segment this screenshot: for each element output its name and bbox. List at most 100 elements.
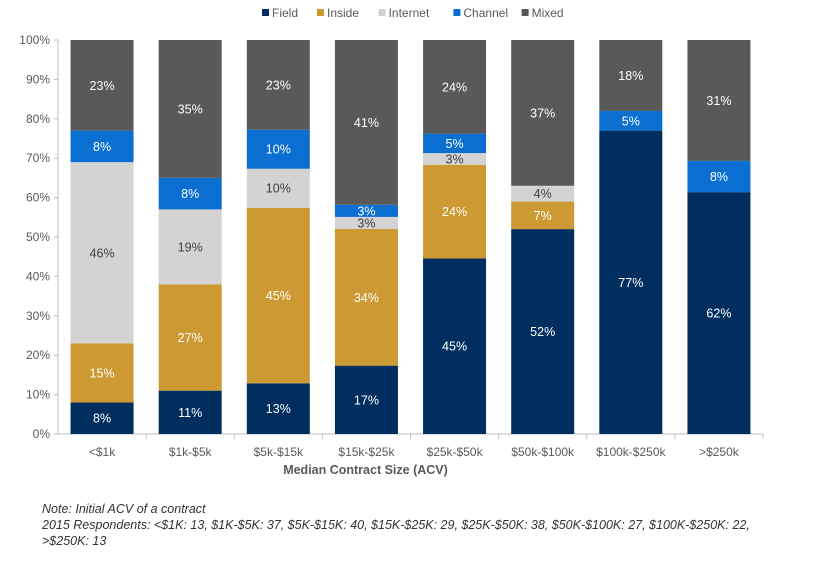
x-tick-label: $100k-$250k: [596, 445, 666, 459]
data-label: 7%: [534, 209, 552, 223]
note-respondents-cont: >$250K: 13: [42, 534, 107, 548]
legend-swatch-field: [262, 9, 269, 16]
data-label: 77%: [618, 276, 643, 290]
legend-label-field: Field: [272, 6, 298, 20]
data-label: 52%: [530, 325, 555, 339]
data-label: 45%: [266, 289, 291, 303]
note-respondents: 2015 Respondents: <$1K: 13, $1K-$5K: 37,…: [42, 518, 750, 532]
bar-segment-internet: [70, 162, 134, 344]
bar-segment-field: [511, 229, 575, 434]
data-label: 34%: [354, 291, 379, 305]
data-label: 3%: [357, 216, 375, 230]
bar-segment-inside: [158, 284, 222, 391]
data-label: 8%: [181, 187, 199, 201]
x-tick-label: <$1k: [89, 445, 116, 459]
data-label: 18%: [618, 69, 643, 83]
data-label: 10%: [266, 143, 291, 157]
x-tick-label: $1k-$5k: [169, 445, 213, 459]
x-tick-label: $5k-$15k: [254, 445, 304, 459]
y-tick-label: 20%: [26, 348, 50, 362]
legend-label-inside: Inside: [327, 6, 359, 20]
bar-segment-inside: [423, 164, 487, 259]
legend-swatch-internet: [378, 9, 386, 16]
y-tick-label: 0%: [33, 427, 51, 441]
data-label: 5%: [446, 137, 464, 151]
data-label: 10%: [266, 182, 291, 196]
bar-segment-channel: [599, 110, 663, 131]
data-label: 27%: [178, 331, 203, 345]
bar-segment-channel: [687, 160, 751, 193]
note-acv: Note: Initial ACV of a contract: [42, 502, 206, 516]
bar-segment-mixed: [70, 40, 134, 131]
data-label: 15%: [90, 366, 115, 380]
legend-swatch-channel: [453, 9, 461, 16]
y-tick-label: 70%: [26, 151, 50, 165]
data-label: 31%: [706, 94, 731, 108]
data-label: 17%: [354, 393, 379, 407]
bar-segment-internet: [334, 216, 398, 229]
bar-segment-field: [334, 365, 398, 434]
legend-label-mixed: Mixed: [532, 6, 564, 20]
data-label: 37%: [530, 106, 555, 120]
data-label: 62%: [706, 307, 731, 321]
data-label: 23%: [266, 78, 291, 92]
bar-segment-field: [423, 258, 487, 434]
data-label: 4%: [534, 187, 552, 201]
x-tick-label: $15k-$25k: [338, 445, 395, 459]
data-label: 11%: [178, 406, 202, 420]
bar-segment-field: [70, 402, 134, 434]
bar-segment-mixed: [158, 40, 222, 178]
data-label: 24%: [442, 205, 467, 219]
y-tick-label: 30%: [26, 309, 50, 323]
data-label: 46%: [90, 246, 115, 260]
bar-segment-internet: [511, 185, 575, 202]
data-label: 8%: [93, 412, 111, 426]
y-tick-label: 90%: [26, 72, 50, 86]
bar-segment-mixed: [511, 40, 575, 186]
bar-segment-field: [599, 130, 663, 434]
data-label: 41%: [354, 116, 379, 130]
bar-segment-mixed: [334, 40, 398, 205]
bar-segment-field: [246, 383, 310, 434]
legend-label-internet: Internet: [389, 6, 430, 20]
bar-segment-channel: [334, 204, 398, 217]
data-label: 3%: [446, 152, 464, 166]
x-tick-label: $25k-$50k: [427, 445, 484, 459]
data-label: 23%: [90, 79, 115, 93]
bar-segment-inside: [334, 228, 398, 366]
legend-swatch-mixed: [521, 9, 529, 16]
bar-segment-internet: [423, 153, 487, 165]
bar-segment-channel: [70, 130, 134, 163]
y-tick-label: 80%: [26, 112, 50, 126]
data-label: 8%: [710, 170, 728, 184]
x-tick-label: >$250k: [699, 445, 740, 459]
y-tick-label: 60%: [26, 191, 50, 205]
bar-segment-mixed: [246, 40, 310, 130]
bar-segment-mixed: [687, 40, 751, 161]
bar-segment-field: [687, 192, 751, 434]
bar-segment-channel: [423, 133, 487, 154]
bar-segment-inside: [70, 343, 134, 403]
y-tick-label: 40%: [26, 269, 50, 283]
bar-segment-channel: [246, 129, 310, 169]
data-label: 13%: [266, 402, 291, 416]
bar-segment-internet: [158, 209, 222, 285]
legend-label-channel: Channel: [463, 6, 508, 20]
bar-segment-channel: [158, 177, 222, 210]
bar-segment-mixed: [423, 40, 487, 134]
legend-swatch-inside: [317, 9, 324, 16]
data-label: 3%: [357, 204, 375, 218]
data-label: 19%: [178, 240, 203, 254]
x-axis-title: Median Contract Size (ACV): [283, 463, 448, 477]
data-label: 5%: [622, 114, 640, 128]
x-tick-label: $50k-$100k: [511, 445, 575, 459]
bar-segment-mixed: [599, 40, 663, 111]
data-label: 45%: [442, 340, 467, 354]
bar-segment-inside: [511, 201, 575, 230]
data-label: 35%: [178, 102, 203, 116]
bar-segment-internet: [246, 168, 310, 208]
y-tick-label: 50%: [26, 230, 50, 244]
stacked-bar-chart: 0% 10% 20% 30% 40% 50% 60% 70% 80% 90% 100% <$1k 8% 1…: [19, 6, 764, 477]
bar-segment-field: [158, 390, 222, 434]
data-label: 24%: [442, 80, 467, 94]
